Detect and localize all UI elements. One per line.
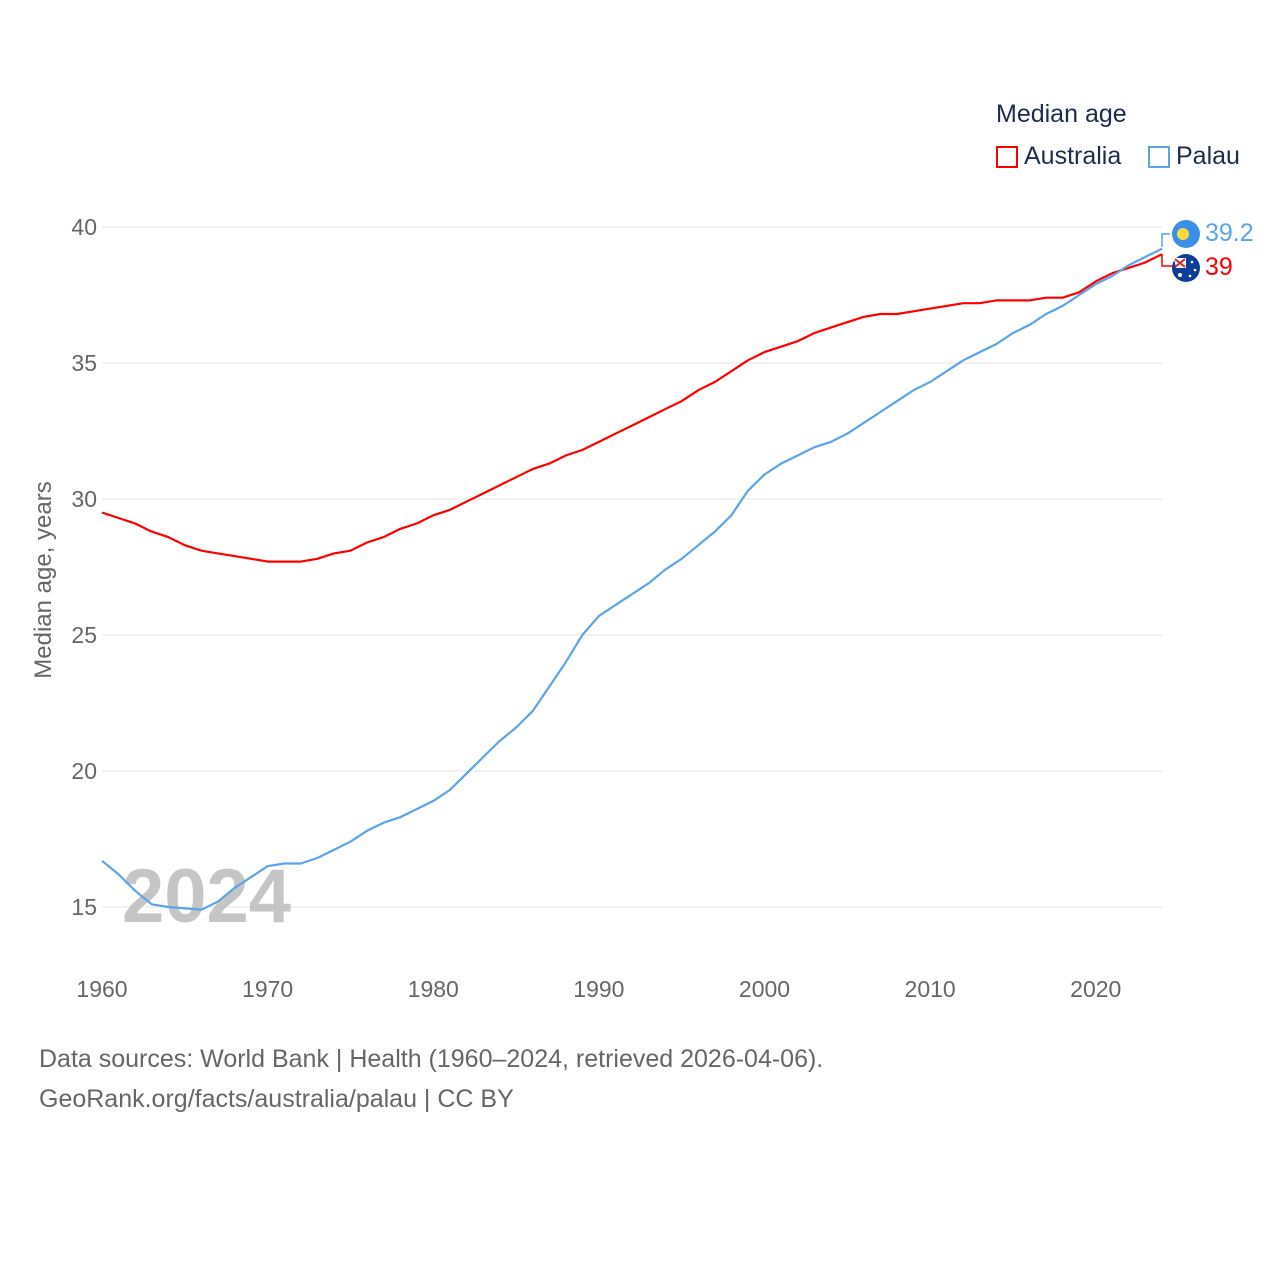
source-link[interactable]: GeoRank.org/facts/australia/palau | CC B…: [39, 1085, 514, 1113]
australia-flag-icon: [1172, 254, 1200, 282]
y-tick-label: 25: [71, 622, 97, 648]
x-tick-label: 2000: [739, 976, 790, 1002]
australia-connector: [1161, 254, 1172, 267]
australia-end-value: 39: [1205, 253, 1233, 281]
palau-connector: [1161, 233, 1170, 247]
y-axis-label: Median age, years: [30, 481, 57, 678]
legend-swatch-palau: [1148, 145, 1170, 168]
y-tick-label: 15: [71, 894, 97, 920]
x-tick-label: 1990: [573, 976, 624, 1002]
legend-label: Australia: [1024, 142, 1122, 170]
palau-flag-icon: [1172, 220, 1200, 248]
legend-item-palau[interactable]: Palau: [1148, 142, 1240, 171]
series-line-australia[interactable]: [101, 253, 1163, 563]
legend-title: Median age: [996, 100, 1127, 128]
series-line-palau[interactable]: [101, 247, 1163, 911]
x-tick-label: 1960: [76, 976, 127, 1002]
x-tick-label: 1980: [408, 976, 459, 1002]
y-tick-label: 35: [71, 350, 97, 376]
source-note: Data sources: World Bank | Health (1960–…: [39, 1045, 824, 1073]
x-tick-label: 1970: [242, 976, 293, 1002]
y-tick-label: 30: [71, 486, 97, 512]
x-tick-label: 2010: [905, 976, 956, 1002]
y-tick-label: 40: [71, 214, 97, 240]
x-tick-label: 2020: [1070, 976, 1121, 1002]
legend-swatch-australia: [996, 145, 1018, 168]
legend-item-australia[interactable]: Australia: [996, 142, 1121, 171]
legend-label: Palau: [1176, 142, 1240, 170]
y-tick-label: 20: [71, 758, 97, 784]
palau-end-value: 39.2: [1205, 219, 1254, 247]
